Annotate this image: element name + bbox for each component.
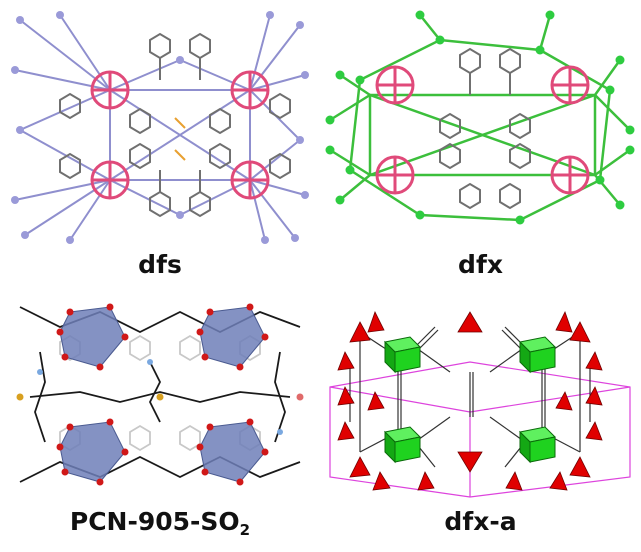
caption-pcn-text: PCN-905-SO bbox=[69, 507, 240, 536]
green-cube bbox=[383, 336, 422, 374]
dfs-structure-image bbox=[11, 11, 309, 244]
dfx-structure-image bbox=[325, 10, 635, 225]
caption-dfx-text: dfx bbox=[458, 250, 503, 279]
pcn-905-so2-structure-image bbox=[16, 303, 304, 486]
caption-dfx-a-text: dfx-a bbox=[444, 507, 517, 536]
panel-pcn-905-so2: PCN-905-SO2 bbox=[0, 292, 320, 552]
caption-dfs: dfs bbox=[0, 250, 320, 279]
panel-dfx-a: dfx-a bbox=[320, 292, 641, 552]
caption-dfs-text: dfs bbox=[138, 250, 182, 279]
caption-pcn-905-so2: PCN-905-SO2 bbox=[0, 507, 320, 539]
caption-dfx-a: dfx-a bbox=[320, 507, 641, 536]
green-cube bbox=[518, 336, 557, 374]
panel-dfs: dfs bbox=[0, 0, 320, 292]
green-cube bbox=[518, 426, 557, 464]
dfx-a-topology-image bbox=[329, 310, 631, 498]
green-cube bbox=[383, 426, 422, 464]
caption-dfx: dfx bbox=[320, 250, 641, 279]
caption-pcn-subscript: 2 bbox=[239, 521, 251, 539]
panel-dfx: dfx bbox=[320, 0, 641, 292]
